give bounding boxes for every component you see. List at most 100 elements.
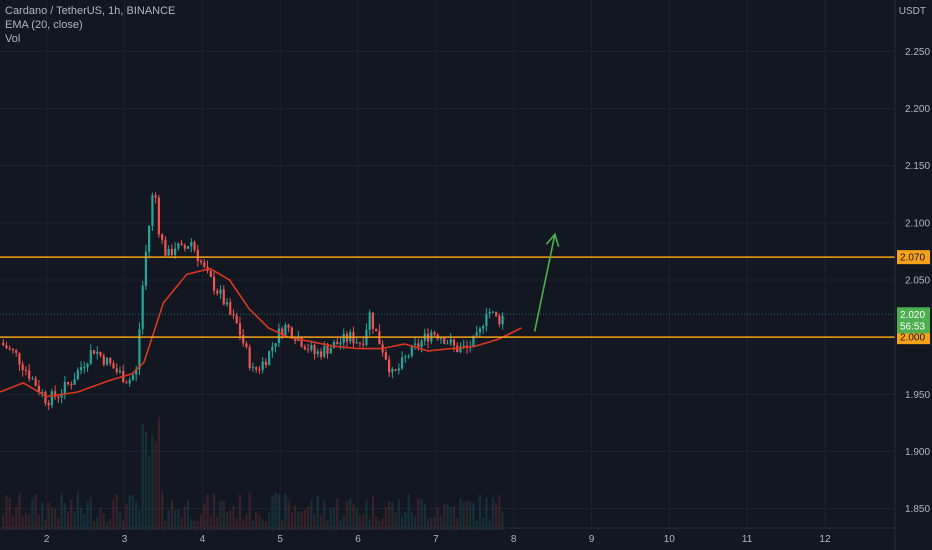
candle-body: [375, 328, 378, 332]
y-tick-label: 2.250: [905, 47, 930, 58]
volume-bar: [349, 498, 352, 530]
candle-body: [24, 369, 28, 371]
volume-bar: [290, 512, 293, 530]
volume-bar: [219, 500, 222, 530]
candle-body: [362, 343, 365, 345]
candle-body: [96, 351, 99, 354]
candle-body: [5, 345, 8, 349]
y-tick-label: 1.950: [905, 390, 930, 401]
candle-body: [154, 195, 157, 198]
candle-body: [303, 346, 306, 350]
volume-bar: [310, 499, 313, 530]
volume-bar: [352, 504, 355, 530]
vol-legend[interactable]: Vol: [5, 33, 21, 45]
candle-body: [180, 243, 183, 246]
volume-bar: [232, 506, 235, 530]
last-price-label: 2.020: [900, 310, 925, 321]
candle-body: [125, 382, 128, 384]
volume-bar: [167, 510, 170, 530]
volume-bar: [31, 498, 34, 530]
candle-body: [264, 361, 268, 365]
candle-body: [83, 367, 86, 369]
volume-bar: [235, 517, 238, 530]
volume-bar: [462, 502, 465, 530]
y-tick-label: 2.200: [905, 104, 930, 115]
candle-body: [488, 312, 491, 314]
volume-bar: [54, 508, 57, 530]
ema-legend[interactable]: EMA (20, close): [5, 19, 83, 31]
volume-bar: [128, 494, 131, 530]
candle-body: [73, 379, 76, 385]
candle-body: [76, 370, 79, 380]
up-arrow-drawing[interactable]: [533, 232, 560, 332]
candle-body: [498, 315, 501, 325]
volume-bar: [258, 515, 261, 530]
horizontal-levels[interactable]: [0, 256, 895, 338]
candle-body: [310, 345, 313, 350]
volume-bar: [391, 502, 394, 530]
candle-body: [141, 285, 144, 330]
time-axis[interactable]: 2 3 4 5 6 7 8 9 10 11 12: [0, 527, 895, 545]
candle-body: [157, 197, 160, 235]
volume-bar: [342, 515, 345, 530]
volume-bar: [112, 499, 115, 530]
candle-body: [329, 348, 332, 354]
volume-bar: [378, 521, 381, 530]
volume-bar: [170, 499, 173, 530]
volume-bar: [323, 500, 326, 530]
candle-body: [79, 367, 83, 371]
volume-bar: [316, 496, 319, 530]
candle-body: [336, 341, 339, 345]
candle-body: [144, 251, 148, 286]
volume-bar: [109, 518, 112, 530]
x-tick-label: 2: [44, 534, 50, 545]
candle-body: [313, 345, 316, 355]
volume-bar: [105, 521, 109, 530]
symbol-title[interactable]: Cardano / TetherUS, 1h, BINANCE: [5, 5, 176, 17]
candle-body: [384, 352, 387, 360]
candle-body: [28, 370, 31, 379]
volume-bar: [248, 492, 251, 530]
volume-bar: [242, 519, 245, 530]
volume-bar: [439, 516, 443, 530]
candle-body: [89, 350, 92, 364]
candle-body: [449, 339, 452, 344]
candle-body: [164, 239, 167, 256]
volume-bar: [410, 512, 413, 530]
candle-body: [41, 391, 44, 393]
volume-bar: [478, 494, 482, 530]
candle-body: [11, 348, 15, 351]
ema-line: [0, 267, 522, 398]
currency-label[interactable]: USDT: [898, 6, 926, 17]
volume-bar: [274, 492, 277, 530]
candle-body: [485, 313, 488, 327]
volume-bar: [125, 503, 128, 530]
volume-bar: [264, 521, 268, 530]
volume-bars: [2, 416, 504, 530]
volume-bar: [28, 515, 31, 530]
candle-body: [229, 302, 232, 315]
x-tick-label: 6: [355, 534, 361, 545]
candle-body: [54, 391, 57, 397]
candle-body: [109, 357, 112, 364]
candle-body: [47, 403, 50, 406]
candle-body: [102, 355, 105, 365]
volume-bar: [303, 509, 306, 530]
candle-body: [281, 328, 284, 336]
volume-bar: [92, 521, 96, 530]
volume-bar: [469, 500, 472, 530]
volume-bar: [190, 518, 193, 530]
candle-body: [251, 367, 255, 369]
volume-bar: [362, 514, 365, 530]
volume-bar: [66, 511, 70, 530]
y-tick-label: 1.900: [905, 447, 930, 458]
candle-body: [323, 346, 326, 357]
candle-body: [342, 333, 345, 343]
volume-bar: [63, 502, 66, 530]
x-tick-label: 4: [200, 534, 206, 545]
candle-body: [216, 290, 219, 294]
candle-body: [2, 342, 5, 346]
volume-bar: [148, 456, 151, 530]
